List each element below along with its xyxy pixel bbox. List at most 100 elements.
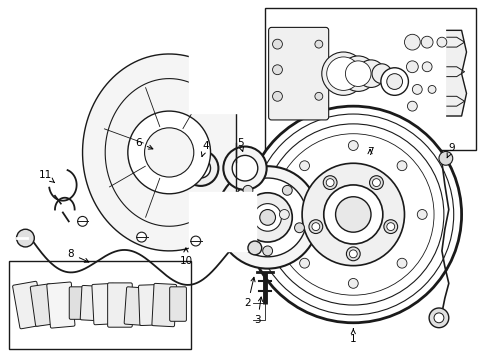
Circle shape	[137, 232, 146, 242]
Text: 7: 7	[366, 148, 372, 157]
Text: 5: 5	[236, 138, 243, 152]
FancyBboxPatch shape	[92, 283, 116, 325]
Circle shape	[386, 74, 402, 89]
Text: 9: 9	[446, 143, 454, 158]
Circle shape	[369, 176, 383, 189]
Text: 10: 10	[179, 248, 192, 266]
Circle shape	[78, 216, 87, 226]
Circle shape	[372, 179, 380, 186]
Text: 11: 11	[39, 170, 55, 183]
Circle shape	[272, 91, 282, 101]
Circle shape	[347, 278, 358, 288]
Text: 4: 4	[201, 140, 208, 157]
FancyBboxPatch shape	[30, 284, 56, 326]
Circle shape	[272, 65, 282, 75]
Circle shape	[127, 111, 210, 194]
Circle shape	[243, 185, 252, 195]
Circle shape	[396, 161, 406, 171]
Circle shape	[314, 40, 322, 48]
Circle shape	[406, 61, 417, 73]
Circle shape	[371, 64, 391, 84]
Circle shape	[252, 114, 453, 315]
Circle shape	[340, 56, 375, 91]
Circle shape	[299, 161, 309, 171]
Circle shape	[420, 36, 432, 48]
Polygon shape	[446, 30, 466, 116]
Circle shape	[294, 223, 304, 233]
Bar	[264, 8, 475, 150]
Text: 1: 1	[349, 329, 356, 345]
FancyBboxPatch shape	[107, 283, 132, 327]
Circle shape	[243, 193, 292, 242]
Circle shape	[428, 308, 448, 328]
Circle shape	[346, 247, 360, 261]
Circle shape	[183, 150, 218, 186]
Circle shape	[247, 241, 261, 255]
Circle shape	[311, 223, 319, 230]
Circle shape	[232, 156, 257, 181]
Circle shape	[357, 60, 384, 87]
Polygon shape	[188, 192, 255, 251]
Circle shape	[144, 128, 193, 177]
Circle shape	[380, 68, 407, 95]
Circle shape	[259, 210, 275, 225]
Polygon shape	[82, 54, 235, 251]
Text: 3: 3	[254, 297, 262, 325]
Text: 6: 6	[135, 138, 153, 149]
Text: 2: 2	[244, 277, 255, 308]
Circle shape	[272, 134, 433, 295]
Circle shape	[326, 57, 360, 90]
Circle shape	[335, 197, 370, 232]
Circle shape	[404, 34, 419, 50]
Circle shape	[383, 220, 397, 234]
Text: 8: 8	[67, 249, 89, 262]
Circle shape	[195, 163, 205, 173]
FancyBboxPatch shape	[152, 283, 176, 327]
Circle shape	[321, 52, 365, 95]
Circle shape	[299, 258, 309, 268]
Circle shape	[253, 204, 281, 231]
Circle shape	[396, 258, 406, 268]
Circle shape	[302, 163, 404, 266]
Circle shape	[438, 152, 452, 165]
Polygon shape	[188, 54, 255, 113]
Circle shape	[314, 93, 322, 100]
Circle shape	[216, 166, 318, 269]
Circle shape	[244, 106, 461, 323]
Circle shape	[272, 39, 282, 49]
Circle shape	[323, 185, 382, 244]
Circle shape	[436, 37, 446, 47]
Circle shape	[411, 85, 421, 94]
Circle shape	[323, 176, 336, 189]
Circle shape	[282, 185, 292, 195]
Circle shape	[386, 223, 394, 230]
Circle shape	[190, 158, 210, 178]
FancyBboxPatch shape	[268, 27, 328, 120]
Circle shape	[230, 223, 240, 233]
FancyBboxPatch shape	[13, 281, 44, 329]
FancyBboxPatch shape	[138, 284, 160, 325]
Circle shape	[308, 220, 322, 234]
Circle shape	[347, 141, 358, 150]
Circle shape	[433, 313, 443, 323]
Circle shape	[416, 210, 426, 219]
FancyBboxPatch shape	[69, 287, 86, 319]
FancyBboxPatch shape	[169, 287, 186, 321]
Circle shape	[190, 236, 200, 246]
Circle shape	[223, 147, 266, 190]
Circle shape	[427, 85, 435, 93]
FancyBboxPatch shape	[80, 285, 101, 321]
Circle shape	[348, 250, 357, 258]
Circle shape	[407, 101, 416, 111]
Circle shape	[279, 210, 289, 219]
FancyBboxPatch shape	[124, 287, 145, 325]
Circle shape	[325, 179, 333, 186]
Circle shape	[262, 124, 443, 305]
Circle shape	[17, 229, 34, 247]
Circle shape	[262, 246, 272, 256]
Circle shape	[421, 62, 431, 72]
Circle shape	[228, 178, 306, 257]
Bar	[9, 261, 190, 349]
Circle shape	[345, 61, 370, 86]
FancyBboxPatch shape	[47, 282, 75, 328]
